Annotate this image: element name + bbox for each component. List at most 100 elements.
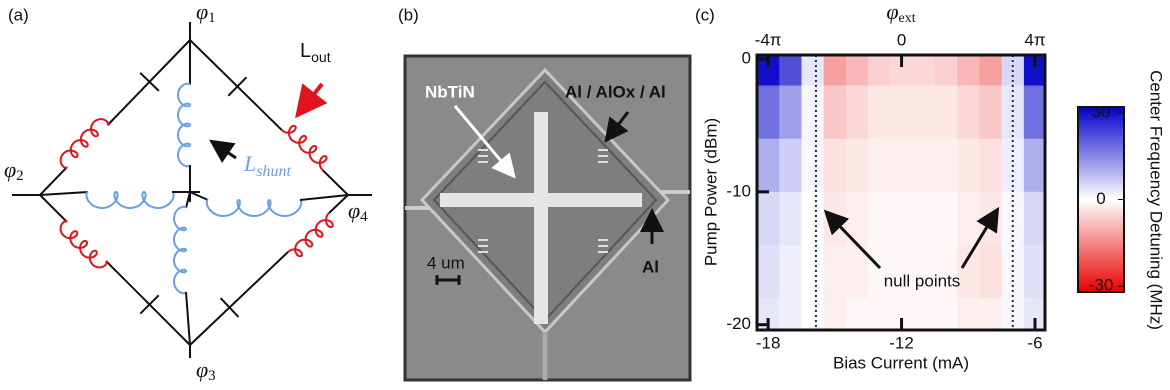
heatmap-cell xyxy=(824,298,847,352)
heatmap-cell xyxy=(935,32,958,86)
scale-bar-label: 4 um xyxy=(427,253,465,272)
l-out-label: Lout xyxy=(300,40,331,64)
heatmap-cell xyxy=(890,192,913,246)
colorbar-tick-label: 30 xyxy=(1092,102,1111,121)
x-tick-label: -6 xyxy=(1027,333,1042,352)
panel-label: (a) xyxy=(8,5,29,24)
wire xyxy=(190,192,208,200)
heatmap-cell xyxy=(824,245,847,299)
heatmap-cell xyxy=(1002,32,1025,86)
heatmap-cell xyxy=(846,32,869,86)
y-tick-label: 0 xyxy=(742,48,751,67)
wire xyxy=(190,40,282,130)
figure: (a) φ1 φ2 φ3 φ4 Lout Lshunt (b) NbTiN Al… xyxy=(0,0,1170,390)
heatmap-cell xyxy=(868,192,891,246)
heatmap-cell xyxy=(979,298,1002,352)
wire xyxy=(40,167,67,195)
annotation: NbTiN xyxy=(425,82,475,101)
x-axis-title: Bias Current (mA) xyxy=(833,353,969,372)
heatmap-cell xyxy=(801,139,824,193)
heatmap-cell xyxy=(935,192,958,246)
heatmap-cell xyxy=(868,298,891,352)
heatmap-cell xyxy=(779,192,802,246)
heatmap-cell xyxy=(779,139,802,193)
heatmap-cell xyxy=(779,298,802,352)
node-label: φ4 xyxy=(348,198,368,225)
heatmap-cell xyxy=(801,298,824,352)
heatmap-cell xyxy=(979,139,1002,193)
wire xyxy=(40,195,67,222)
heatmap-cell xyxy=(1002,192,1025,246)
inductor xyxy=(178,84,190,167)
heatmap-cell xyxy=(801,245,824,299)
l-shunt-label: Lshunt xyxy=(243,151,291,180)
heatmap-cell xyxy=(824,139,847,193)
heatmap-cell xyxy=(913,298,936,352)
colorbar-title: Center Frequency Detuning (MHz) xyxy=(1147,70,1166,330)
heatmap-cell xyxy=(868,32,891,86)
heatmap-cell xyxy=(846,298,869,352)
heatmap-cell xyxy=(957,245,980,299)
heatmap-cell xyxy=(801,32,824,86)
x-tick-label: -18 xyxy=(756,333,781,352)
heatmap-cell xyxy=(868,86,891,140)
heatmap-cell xyxy=(801,192,824,246)
inductor xyxy=(174,207,186,293)
wire xyxy=(300,195,348,200)
wire xyxy=(190,252,288,345)
heatmap-cell xyxy=(824,32,847,86)
heatmap-cell xyxy=(757,86,780,140)
heatmap-cell xyxy=(779,86,802,140)
wire xyxy=(329,195,348,213)
heatmap-cell xyxy=(779,245,802,299)
heatmap-cell xyxy=(757,245,780,299)
node-label: φ3 xyxy=(196,357,216,384)
heatmap-cell xyxy=(757,139,780,193)
heatmap-cell xyxy=(979,86,1002,140)
heatmap-cell xyxy=(935,139,958,193)
y-tick-label: -20 xyxy=(726,314,751,333)
inductor xyxy=(61,119,108,168)
heatmap-cell xyxy=(868,139,891,193)
heatmap-cell xyxy=(957,86,980,140)
heatmap-cell xyxy=(757,192,780,246)
circuit-diagram: (a) φ1 φ2 φ3 φ4 Lout Lshunt xyxy=(4,0,372,384)
annotation: Al / AlOx / Al xyxy=(565,82,666,101)
heatmap-cell xyxy=(957,32,980,86)
heatmap-cell xyxy=(957,139,980,193)
heatmap-cell xyxy=(846,139,869,193)
heatmap-cell xyxy=(935,298,958,352)
heatmap-cell xyxy=(890,139,913,193)
x2-tick-label: 0 xyxy=(897,30,906,49)
colorbar-tick-label: 0 xyxy=(1096,189,1105,208)
y-tick-label: -10 xyxy=(726,181,751,200)
sem-image: (b) NbTiN Al / AlOx / Al Al 4 um xyxy=(398,5,690,380)
heatmap-cell xyxy=(846,86,869,140)
annotation: null points xyxy=(884,271,961,290)
arrow xyxy=(214,143,236,158)
panel-label: (b) xyxy=(398,5,419,24)
node-label: φ1 xyxy=(196,0,216,26)
heatmap-cell xyxy=(779,32,802,86)
heatmap-cell xyxy=(979,32,1002,86)
heatmap-cell xyxy=(1024,245,1047,299)
annotation: Al xyxy=(642,257,659,276)
x2-tick-label: 4π xyxy=(1024,30,1045,49)
heatmap-cell xyxy=(913,139,936,193)
heatmap-cell xyxy=(913,86,936,140)
wire xyxy=(186,292,190,345)
heatmap-cell xyxy=(801,86,824,140)
heatmap-cell xyxy=(935,86,958,140)
arrow xyxy=(300,84,322,112)
heatmap-cell xyxy=(1024,86,1047,140)
inductor xyxy=(61,222,107,268)
inductor xyxy=(288,213,333,256)
x-tick-label: -12 xyxy=(889,333,914,352)
inductor xyxy=(86,192,173,208)
node-label: φ2 xyxy=(4,157,24,184)
y-axis-title: Pump Power (dBm) xyxy=(701,118,720,266)
heatmap-panel: (c) Bias Current (mA) Pump Power (dBm) φ… xyxy=(695,0,1166,372)
inductor xyxy=(207,200,302,216)
heatmap-cell xyxy=(979,245,1002,299)
wire xyxy=(40,192,88,195)
